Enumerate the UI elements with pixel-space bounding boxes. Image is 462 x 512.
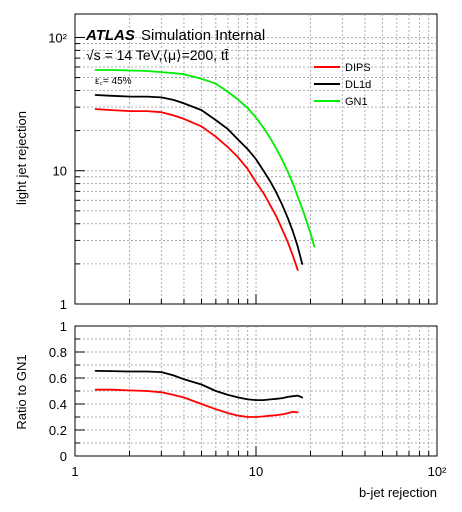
upper-series-line-dl1d [94,94,304,265]
upper-ticks: 1 10 10² [48,30,438,312]
working-point-label: ε꜀= 45% [95,76,132,87]
lower-y-axis-label: Ratio to GN1 [14,354,29,429]
legend-label-dips: DIPS [345,62,371,74]
upper-series [94,69,316,271]
lower-series [94,370,304,418]
lower-y-tick-label: 1 [60,319,67,334]
upper-y-tick-label: 1 [60,297,67,312]
lower-y-tick-label: 0.4 [49,397,67,412]
status-label: Simulation Internal [141,27,265,44]
lower-y-tick-label: 0.6 [49,371,67,386]
lower-ticks: 0 0.2 0.4 0.6 0.8 1 1 10 10² [49,319,447,479]
upper-y-tick-label: 10² [48,30,67,45]
upper-series-line-dips [94,108,299,271]
x-tick-label: 1 [71,464,78,479]
legend-label-dl1d: DL1d [345,79,371,91]
lower-y-tick-label: 0.8 [49,345,67,360]
legend: DIPS DL1d GN1 [314,62,371,108]
x-tick-label: 10² [428,464,447,479]
legend-label-gn1: GN1 [345,96,368,108]
lower-y-tick-label: 0.2 [49,423,67,438]
upper-series-line-gn1 [94,69,316,248]
upper-y-tick-label: 10 [53,164,67,179]
atlas-label: ATLAS [85,27,135,44]
ratio-series-line-dips [94,388,299,418]
lower-grid [75,326,437,456]
x-axis-label: b-jet rejection [359,485,437,500]
upper-grid [75,14,437,304]
energy-label: √s = 14 TeV,⟨μ⟩=200, tt̄ [86,47,229,63]
upper-y-axis-label: light jet rejection [14,111,29,205]
lower-y-tick-label: 0 [60,449,67,464]
ratio-series-line-dl1d [94,370,304,401]
x-tick-label: 10 [249,464,263,479]
